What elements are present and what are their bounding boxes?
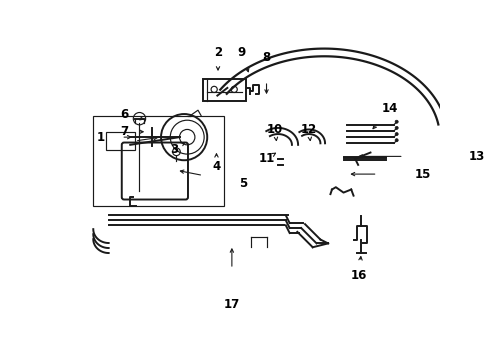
Text: 12: 12 xyxy=(301,123,317,136)
Bar xyxy=(203,80,246,101)
Circle shape xyxy=(395,126,398,130)
Text: 16: 16 xyxy=(351,269,367,282)
Text: 9: 9 xyxy=(238,46,246,59)
Text: 5: 5 xyxy=(239,177,247,190)
Bar xyxy=(106,132,135,150)
Circle shape xyxy=(395,132,398,136)
Text: 3: 3 xyxy=(170,143,178,156)
Text: 4: 4 xyxy=(212,160,220,173)
Text: 8: 8 xyxy=(263,50,270,64)
Circle shape xyxy=(395,139,398,142)
Text: 14: 14 xyxy=(382,102,398,115)
Text: 13: 13 xyxy=(468,150,485,163)
Circle shape xyxy=(395,120,398,123)
Bar xyxy=(93,116,224,206)
Text: 10: 10 xyxy=(267,123,283,136)
Text: 15: 15 xyxy=(415,168,431,181)
Text: 2: 2 xyxy=(214,46,222,59)
Text: 11: 11 xyxy=(258,152,275,165)
Text: 1: 1 xyxy=(97,131,105,144)
Text: 17: 17 xyxy=(224,298,240,311)
Text: 6: 6 xyxy=(120,108,128,121)
Text: 7: 7 xyxy=(120,125,128,138)
